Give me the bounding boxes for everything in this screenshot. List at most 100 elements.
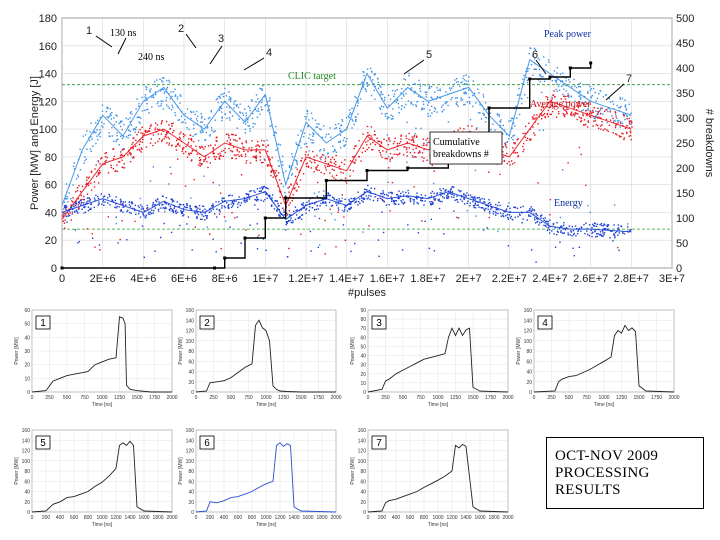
- data-point: [190, 111, 193, 114]
- data-point: [488, 210, 491, 213]
- data-point: [288, 247, 290, 250]
- data-point: [580, 230, 582, 232]
- data-point: [121, 120, 123, 123]
- data-point: [581, 110, 583, 112]
- data-point: [243, 147, 245, 149]
- data-point: [422, 108, 424, 110]
- data-point: [572, 113, 574, 115]
- mini-ytick-label: 140: [358, 438, 367, 444]
- data-point: [460, 190, 462, 192]
- data-point: [278, 214, 280, 216]
- data-point: [286, 212, 288, 214]
- data-point: [524, 94, 526, 96]
- data-point: [190, 110, 192, 113]
- data-point: [335, 164, 337, 166]
- data-point: [190, 117, 192, 120]
- mini-label-box: [371, 435, 387, 450]
- data-point: [179, 138, 181, 140]
- data-point: [589, 111, 592, 113]
- data-point: [72, 165, 75, 167]
- data-point: [595, 124, 598, 126]
- data-point: [251, 100, 253, 102]
- mini-ytick-label: 40: [24, 335, 30, 341]
- data-point: [166, 131, 168, 133]
- data-point: [607, 110, 609, 113]
- data-point: [146, 131, 149, 133]
- data-point: [505, 214, 507, 217]
- data-point: [209, 233, 211, 235]
- data-point: [626, 132, 628, 135]
- data-point: [279, 212, 281, 214]
- data-point: [223, 197, 225, 200]
- data-point: [362, 198, 365, 200]
- data-point: [218, 201, 220, 203]
- data-point: [606, 129, 608, 131]
- data-point: [613, 224, 615, 226]
- data-point: [256, 188, 259, 190]
- data-point: [212, 205, 215, 207]
- data-point: [100, 158, 102, 160]
- data-point: [577, 229, 580, 231]
- data-point: [402, 194, 405, 196]
- data-point: [495, 203, 497, 206]
- data-point: [630, 138, 632, 141]
- data-point: [512, 139, 514, 141]
- data-point: [428, 247, 431, 250]
- data-point: [129, 130, 132, 133]
- data-point: [157, 140, 159, 143]
- data-point: [115, 114, 117, 116]
- data-point: [417, 152, 420, 154]
- data-point: [72, 201, 74, 203]
- data-point: [301, 157, 303, 159]
- data-point: [101, 203, 103, 205]
- data-point: [190, 139, 193, 142]
- data-point: [104, 152, 106, 155]
- data-point: [357, 113, 359, 115]
- data-point: [359, 202, 361, 205]
- data-point: [177, 158, 179, 160]
- data-point: [348, 208, 350, 210]
- main-ytick-label: 40: [45, 207, 57, 219]
- data-point: [349, 203, 351, 206]
- data-point: [142, 132, 144, 135]
- data-point: [173, 200, 175, 202]
- data-point: [400, 200, 402, 202]
- data-point: [363, 74, 365, 77]
- data-point: [572, 230, 575, 232]
- data-point: [231, 157, 233, 160]
- data-point: [121, 129, 123, 131]
- data-point: [86, 176, 88, 178]
- data-point: [566, 111, 568, 113]
- data-point: [532, 126, 534, 128]
- data-point: [433, 107, 436, 109]
- mini-xtick-label: 0: [31, 395, 34, 401]
- data-point: [236, 104, 238, 106]
- data-point: [474, 204, 476, 207]
- data-point: [550, 102, 552, 104]
- data-point: [323, 149, 325, 152]
- data-point: [405, 191, 407, 194]
- data-point: [86, 183, 88, 185]
- data-point: [267, 144, 270, 146]
- data-point: [400, 108, 403, 110]
- data-point: [212, 238, 214, 240]
- data-point: [171, 210, 173, 212]
- data-point: [410, 139, 412, 141]
- data-point: [200, 128, 203, 130]
- data-point: [410, 102, 413, 104]
- data-point: [146, 109, 148, 111]
- data-point: [455, 81, 458, 83]
- data-point: [229, 111, 231, 114]
- data-point: [174, 95, 176, 97]
- data-point: [160, 207, 162, 209]
- data-point: [69, 212, 71, 214]
- data-point: [628, 120, 630, 123]
- data-point: [567, 93, 569, 95]
- data-point: [257, 144, 260, 146]
- data-point: [547, 220, 549, 223]
- data-point: [600, 128, 602, 130]
- data-point: [300, 160, 302, 162]
- data-point: [330, 213, 333, 215]
- data-point: [207, 166, 209, 169]
- data-point: [164, 91, 166, 93]
